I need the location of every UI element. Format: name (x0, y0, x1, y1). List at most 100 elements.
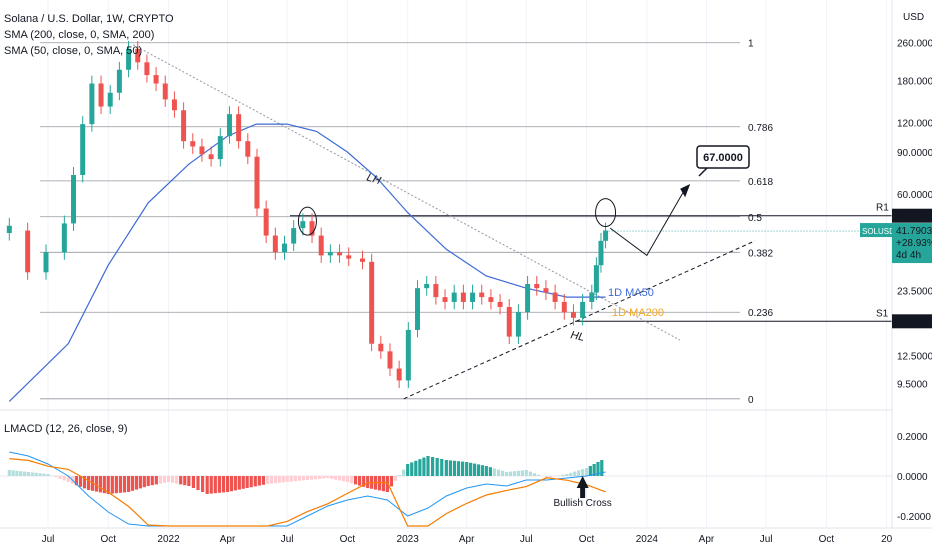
macd-pane: LMACD (12, 26, close, 9) Bullish Cross (0, 423, 892, 527)
macd-hist-bar (249, 476, 253, 488)
macd-hist-bar (158, 476, 163, 484)
macd-hist-bar (301, 476, 305, 481)
candle-body (318, 235, 324, 256)
macd-hist-bar (126, 476, 131, 492)
candle-body (300, 221, 306, 229)
target-box (696, 145, 750, 169)
resistance-label: R1 (876, 203, 889, 214)
macd-hist-bar (573, 471, 577, 476)
price-axis[interactable]: 260.0000180.0000120.000090.000060.000035… (605, 39, 932, 523)
projection-arrowhead (680, 183, 691, 198)
macd-hist-bar (285, 476, 289, 482)
candle-body (593, 265, 599, 293)
candle-body (497, 301, 503, 307)
candle-body (245, 141, 251, 157)
macd-hist-bar (410, 462, 414, 476)
macd-hist-bar (322, 476, 326, 479)
candle-body (43, 252, 49, 273)
macd-hist-bar (265, 476, 270, 484)
macd-hist-bar (94, 476, 99, 492)
price-tick-label: 180.0000 (897, 77, 932, 88)
macd-hist-bar (422, 457, 426, 476)
macd-hist-bar (205, 476, 209, 494)
grid (47, 0, 888, 528)
downtrend-line (132, 44, 681, 341)
macd-hist-bar (426, 456, 430, 476)
candle-body (433, 283, 439, 298)
candle-body (208, 154, 214, 160)
macd-hist-bar (540, 476, 545, 477)
macd-hist-bar (313, 476, 318, 480)
macd-hist-bar (557, 475, 561, 477)
price-tick-label: 60.0000 (897, 190, 932, 201)
candle-body (346, 255, 352, 259)
price-tick-label: 12.5000 (897, 351, 932, 362)
macd-hist-bar (19, 471, 23, 476)
current-countdown: 4d 4h (896, 250, 921, 261)
macd-hist-bar (549, 476, 553, 478)
macd-hist-bar (38, 473, 42, 476)
candle-body (89, 83, 95, 125)
macd-hist-bar (480, 465, 484, 476)
macd-hist-bar (42, 473, 46, 476)
macd-hist-bar (337, 476, 342, 481)
candle-body (561, 301, 567, 313)
time-tick-label: Oct (100, 534, 116, 545)
macd-hist-bar (418, 459, 422, 476)
macd-hist-bar (58, 476, 62, 479)
target-pointer (698, 167, 708, 177)
current-change: +28.93% (896, 238, 932, 249)
macd-hist-bar (98, 476, 102, 493)
macd-hist-bar (381, 476, 386, 492)
candle-body (460, 292, 466, 302)
macd-hist-bar (393, 476, 398, 481)
macd-hist-bar (385, 476, 389, 492)
macd-hist-bar (508, 471, 513, 476)
candle-body (451, 292, 457, 302)
candle-body (71, 175, 77, 224)
macd-hist-bar (496, 469, 501, 476)
macd-hist-bar (435, 458, 439, 476)
time-axis[interactable]: Jul Oct 2022 Apr Jul Oct 2023 Apr Jul Oct 2024 Apr J… (42, 534, 893, 545)
macd-hist-bar (334, 476, 338, 480)
current-price: 41.7903 (896, 226, 932, 237)
legend-sma200[interactable]: SMA (200, close, 0, SMA, 200) (4, 29, 154, 41)
macd-hist-bar (341, 476, 346, 482)
macd-hist-bar (345, 476, 350, 482)
macd-hist-bar (233, 476, 237, 491)
macd-hist-bar (366, 476, 370, 488)
macd-hist-bar (146, 476, 150, 486)
target-label: 67.0000 (703, 152, 743, 164)
candle-body (378, 343, 384, 352)
macd-hist-bar (465, 462, 469, 476)
currency-label[interactable]: USD (903, 12, 924, 23)
macd-hist-bar (62, 476, 66, 481)
macd-hist-bar (142, 476, 146, 488)
legend-sma50[interactable]: SMA (50, close, 0, SMA, 50) (4, 45, 142, 57)
macd-hist-bar (277, 476, 281, 483)
macd-hist-bar (209, 476, 213, 494)
trendlines: R1 S1 (132, 44, 892, 400)
candle-body (199, 146, 205, 155)
candle-body (162, 83, 168, 100)
symbol-tag-label: SOLUSD (862, 227, 895, 236)
legend: Solana / U.S. Dollar, 1W, CRYPTO SMA (20… (4, 13, 174, 57)
fib-label: 0.382 (748, 248, 773, 259)
time-tick-label: 2024 (636, 534, 659, 545)
macd-hist-bar (30, 472, 34, 476)
macd-hist-bar (516, 470, 521, 476)
candle-body (387, 351, 393, 369)
legend-symbol[interactable]: Solana / U.S. Dollar, 1W, CRYPTO (4, 13, 174, 25)
candle-body (506, 306, 512, 337)
time-tick-label: Apr (220, 534, 236, 545)
symbol-tag (860, 223, 892, 238)
candle-body (236, 114, 242, 142)
price-tag-label: 48.5000 (896, 212, 932, 223)
candle-body (327, 252, 333, 256)
macd-tick-label: 0.0000 (897, 472, 928, 483)
fib-label: 0 (748, 395, 754, 406)
sma50-path (8, 123, 606, 402)
macd-hist-bar (377, 476, 382, 491)
macd-hist-bar (444, 460, 448, 476)
